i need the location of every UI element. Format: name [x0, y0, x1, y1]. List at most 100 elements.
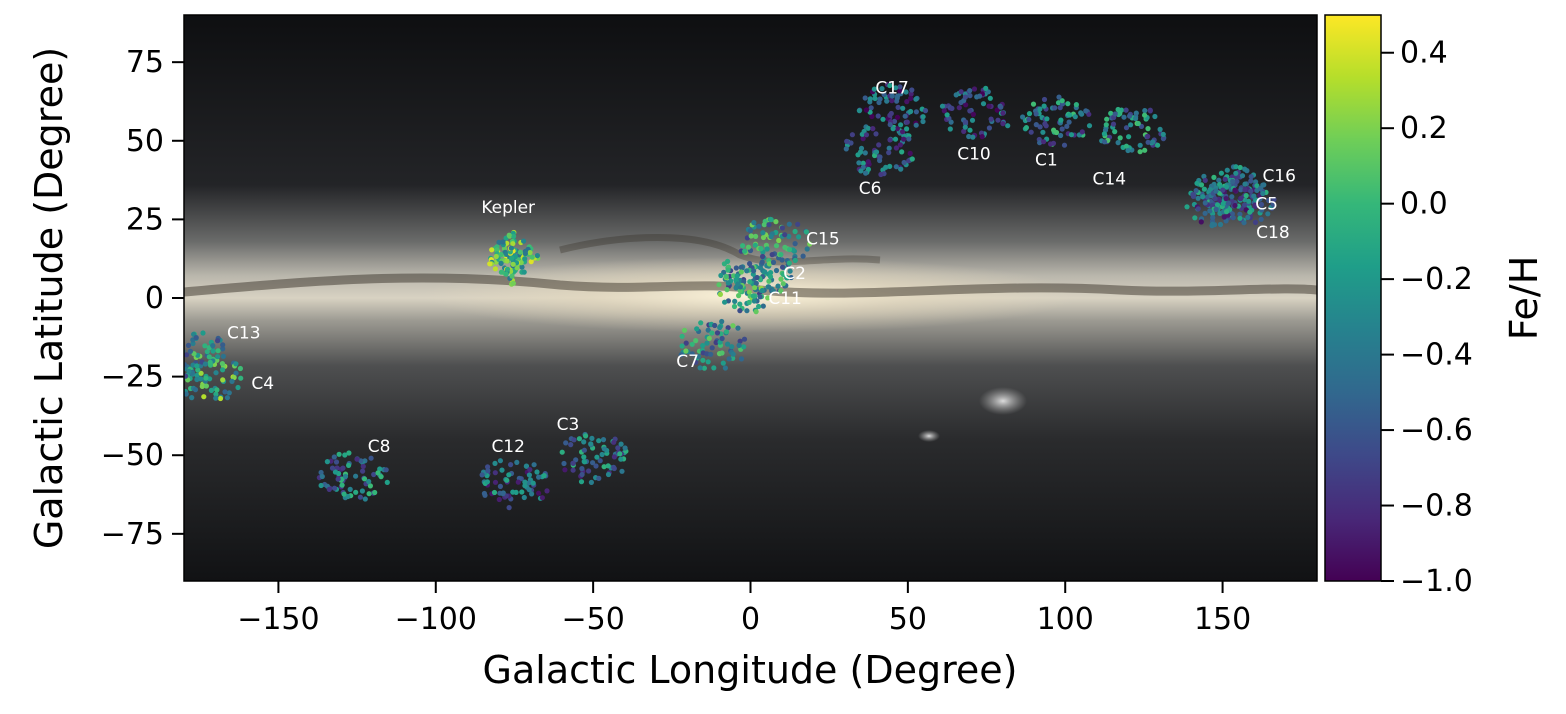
target-point	[744, 268, 750, 274]
target-point	[956, 105, 962, 111]
target-point	[778, 276, 784, 282]
target-point	[375, 470, 381, 476]
target-point	[953, 92, 959, 98]
target-point	[583, 433, 589, 439]
target-point	[1217, 221, 1224, 228]
target-point	[531, 462, 537, 468]
target-point	[778, 288, 784, 294]
target-point	[605, 471, 612, 478]
target-point	[983, 85, 989, 91]
target-point	[1043, 123, 1049, 129]
target-point	[784, 275, 790, 281]
target-point	[913, 96, 919, 102]
target-point	[360, 463, 366, 469]
target-point	[967, 93, 973, 99]
target-point	[527, 467, 533, 473]
target-point	[678, 352, 684, 358]
target-point	[213, 370, 219, 376]
target-point	[367, 483, 373, 489]
target-point	[900, 105, 906, 111]
target-point	[562, 467, 568, 473]
target-point	[618, 441, 624, 447]
colorbar-tick-label: −0.4	[1400, 338, 1473, 373]
target-point	[346, 450, 352, 456]
target-point	[213, 391, 219, 397]
target-point	[1145, 139, 1151, 145]
target-point	[213, 395, 219, 401]
target-point	[967, 108, 973, 114]
target-point	[1104, 116, 1110, 122]
target-point	[1059, 126, 1065, 132]
target-point	[1258, 216, 1264, 222]
target-point	[894, 114, 901, 120]
target-point	[1232, 202, 1238, 209]
target-point	[571, 437, 577, 443]
target-point	[336, 451, 342, 457]
target-point	[326, 486, 332, 492]
colorbar-tick-label: 0.4	[1400, 36, 1448, 71]
target-point	[939, 103, 946, 109]
target-point	[1226, 200, 1232, 206]
target-point	[760, 303, 766, 309]
target-point	[768, 270, 774, 276]
x-tick-label: 150	[1194, 602, 1251, 637]
target-point	[578, 479, 585, 485]
target-point	[716, 282, 722, 288]
field-label-c7: C7	[676, 352, 699, 372]
target-point	[528, 259, 534, 265]
target-point	[947, 126, 953, 132]
target-point	[605, 463, 611, 469]
field-c15	[740, 216, 813, 268]
target-point	[179, 362, 184, 367]
target-point	[508, 245, 514, 251]
target-point	[767, 274, 774, 280]
target-point	[753, 309, 759, 315]
target-point	[876, 142, 882, 148]
target-point	[700, 343, 706, 349]
target-point	[862, 95, 868, 101]
target-point	[870, 126, 876, 132]
colorbar-tick-label: −0.8	[1400, 489, 1473, 524]
target-point	[1246, 198, 1252, 204]
target-point	[220, 353, 226, 359]
target-point	[734, 273, 740, 279]
target-point	[517, 249, 523, 255]
target-point	[747, 228, 754, 234]
target-point	[741, 336, 748, 342]
target-point	[514, 265, 520, 271]
target-point	[1259, 207, 1265, 213]
target-point	[752, 285, 758, 291]
target-point	[362, 496, 368, 502]
target-point	[725, 258, 731, 264]
target-point	[579, 471, 585, 478]
target-point	[1101, 131, 1107, 137]
target-point	[792, 241, 798, 247]
target-point	[235, 384, 241, 391]
target-point	[492, 470, 498, 476]
target-point	[487, 261, 493, 267]
target-point	[895, 104, 901, 110]
target-point	[158, 339, 163, 344]
target-point	[725, 267, 731, 273]
target-point	[1254, 183, 1260, 189]
target-point	[164, 332, 169, 337]
target-point	[498, 260, 504, 266]
colorbar-tick-label: 0.0	[1400, 187, 1448, 222]
field-label-c4: C4	[251, 374, 274, 394]
target-point	[892, 136, 899, 142]
target-point	[1115, 140, 1121, 146]
target-point	[594, 454, 600, 460]
target-point	[786, 260, 792, 266]
dust-lane-upper	[559, 234, 881, 266]
target-point	[184, 391, 189, 397]
target-point	[318, 469, 324, 476]
target-point	[219, 361, 225, 367]
target-point	[215, 348, 221, 354]
target-point	[1229, 211, 1235, 217]
y-tick-label: 50	[126, 124, 164, 159]
target-point	[496, 496, 502, 503]
target-point	[744, 308, 750, 314]
target-point	[865, 166, 872, 172]
field-label-c8: C8	[368, 437, 391, 457]
target-point	[705, 327, 711, 333]
